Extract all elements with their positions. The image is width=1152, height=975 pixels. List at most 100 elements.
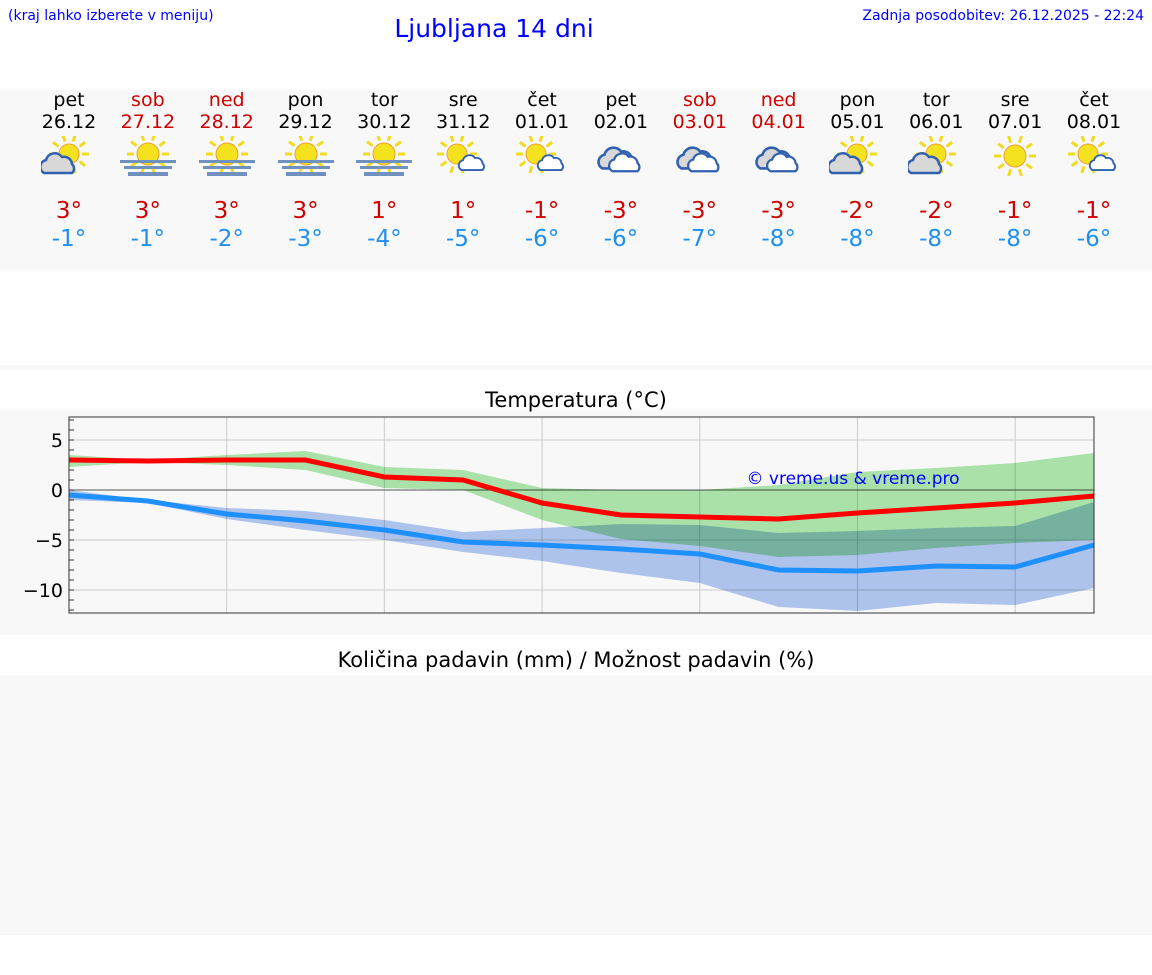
cloudy-icon (754, 146, 799, 173)
partly-cloudy-icon (827, 134, 878, 175)
day-date: 01.01 (514, 111, 570, 133)
day-name: pet (53, 89, 85, 111)
day-date: 28.12 (199, 111, 254, 133)
cloudy-icon (597, 146, 641, 173)
page-title: Ljubljana 14 dni (394, 14, 594, 43)
watermark: © vreme.us & vreme.pro (746, 469, 959, 489)
sun-small-cloud-icon (437, 134, 486, 174)
day-date: 07.01 (987, 111, 1043, 133)
temp-min: -8° (761, 226, 796, 252)
temp-min: -6° (603, 226, 639, 252)
day-date: 03.01 (672, 111, 727, 133)
weather-icon (896, 134, 976, 180)
day-date: 08.01 (1066, 111, 1122, 133)
day-name: tor (370, 89, 398, 111)
sunny-icon (994, 135, 1037, 177)
day-date: 30.12 (357, 111, 412, 133)
day-date: 29.12 (278, 111, 333, 133)
weather-icon (1054, 134, 1134, 180)
temp-max: 1° (371, 198, 398, 224)
weather-icon (817, 134, 897, 180)
precip-chart-bg (0, 675, 1152, 935)
city-menu-hint: (kraj lahko izberete v meniju) (8, 8, 214, 24)
day-date: 04.01 (751, 111, 806, 133)
temp-min: -5° (446, 226, 481, 252)
weather-icon (581, 136, 661, 180)
day-name: pet (605, 89, 637, 111)
max-temp-line (68, 457, 1095, 522)
weather-icon (739, 136, 819, 180)
temp-min: -3° (288, 226, 323, 252)
temp-max: 3° (134, 198, 161, 224)
weather-icon (29, 134, 109, 180)
temp-max: -3° (682, 198, 717, 224)
day-date: 27.12 (120, 111, 176, 133)
y-tick-label: −10 (23, 580, 63, 602)
last-updated: Zadnja posodobitev: 26.12.2025 - 22:24 (862, 8, 1144, 24)
temp-min: -8° (840, 226, 875, 252)
day-name: čet (527, 89, 557, 111)
temp-max: -2° (840, 198, 875, 224)
temp-max: 3° (292, 198, 319, 224)
weather-icon (266, 133, 346, 180)
temp-min: -8° (919, 226, 954, 252)
day-name: sre (448, 89, 478, 111)
temp-max: -3° (603, 198, 639, 224)
y-tick-label: 5 (51, 430, 63, 452)
temp-min: -6° (524, 226, 560, 252)
temp-max: -3° (761, 198, 796, 224)
day-date: 02.01 (593, 111, 649, 133)
day-name: ned (208, 89, 245, 111)
temp-min: -6° (1076, 226, 1112, 252)
temp-max: -1° (524, 198, 560, 224)
max-range-band (69, 451, 1094, 557)
temp-min: -8° (997, 226, 1033, 252)
weather-icon (187, 133, 267, 180)
cloudy-icon (676, 146, 720, 173)
sun-small-cloud-icon (516, 134, 564, 174)
day-name: čet (1079, 89, 1109, 111)
plot-frame (68, 416, 1095, 614)
day-name: sre (1000, 89, 1030, 111)
fog-sun-icon (198, 133, 255, 176)
day-name: sob (682, 89, 717, 111)
weather-icon (975, 135, 1055, 180)
temp-max: -1° (997, 198, 1033, 224)
temp-min: -4° (367, 226, 402, 252)
day-date: 05.01 (830, 111, 885, 133)
temp-max: 1° (450, 198, 477, 224)
temp-max: -1° (1076, 198, 1112, 224)
partly-cloudy-icon (39, 134, 89, 175)
fog-sun-icon (119, 133, 176, 176)
y-tick-label: 0 (51, 480, 63, 502)
weather-icon (660, 136, 740, 180)
sun-small-cloud-icon (1068, 134, 1116, 174)
day-date: 31.12 (436, 111, 491, 133)
fog-sun-icon (356, 133, 413, 176)
day-name: sob (131, 89, 165, 111)
min-range-band (69, 490, 1094, 611)
temp-max: 3° (213, 198, 240, 224)
temp-max: -2° (919, 198, 954, 224)
y-tick-label: −5 (35, 530, 63, 552)
weather-icon (108, 133, 188, 180)
temp-min: -1° (51, 226, 87, 252)
temp-min: -1° (130, 226, 166, 252)
forecast-panel (0, 90, 1152, 270)
temp-min: -7° (682, 226, 717, 252)
day-name: pon (287, 89, 324, 111)
day-date: 26.12 (41, 111, 97, 133)
temp-min: -2° (209, 226, 244, 252)
day-date: 06.01 (909, 111, 964, 133)
temperature-chart-title: Temperatura (°C) (485, 388, 667, 412)
temp-max: 3° (55, 198, 83, 224)
day-name: pon (839, 89, 876, 111)
min-temp-line (68, 492, 1095, 574)
partly-cloudy-icon (906, 134, 957, 175)
fog-sun-icon (277, 133, 334, 176)
day-name: tor (922, 89, 950, 111)
precip-chart-title: Količina padavin (mm) / Možnost padavin … (337, 648, 815, 672)
weather-icon (502, 134, 582, 180)
divider (0, 365, 1152, 370)
weather-icon (423, 134, 503, 180)
